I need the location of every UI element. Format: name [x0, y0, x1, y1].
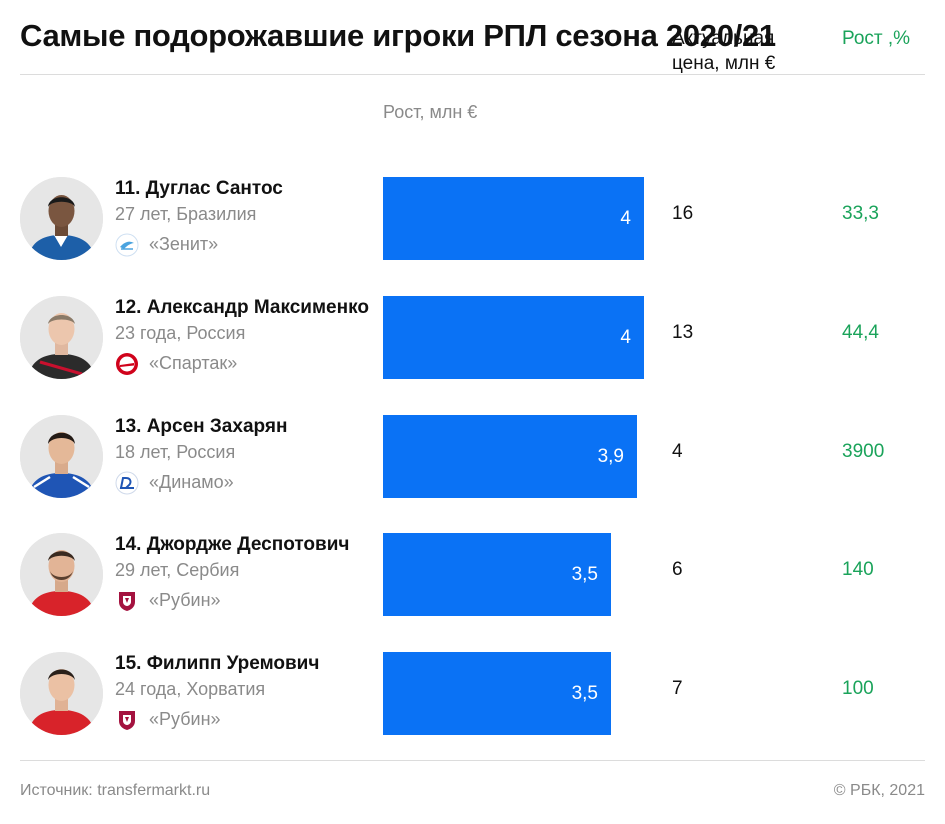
player-photo-icon: [20, 533, 103, 616]
player-row: 13. Арсен Захарян 18 лет, Россия «Динамо…: [0, 415, 945, 499]
bar-value-label: 4: [620, 327, 631, 348]
bar-value-label: 4: [620, 208, 631, 229]
player-age-country: 27 лет, Бразилия: [115, 204, 257, 224]
bar-value-label: 3,9: [597, 446, 624, 467]
current-price: 6: [672, 559, 683, 580]
club-name: «Рубин»: [149, 590, 221, 610]
top-divider: [20, 74, 925, 75]
club-name: «Динамо»: [149, 472, 234, 492]
growth-percent: 44,4: [842, 322, 879, 343]
player-name: 12. Александр Максименко: [115, 297, 369, 318]
club-name: «Зенит»: [149, 234, 219, 254]
growth-bar: [383, 415, 637, 498]
current-price: 16: [672, 203, 694, 224]
player-photo-icon: [20, 652, 103, 735]
player-row: 15. Филипп Уремович 24 года, Хорватия «Р…: [0, 652, 945, 736]
growth-bar: [383, 533, 611, 616]
club-name: «Рубин»: [149, 709, 221, 729]
bottom-divider: [20, 760, 925, 761]
current-price: 13: [672, 322, 694, 343]
player-name: 15. Филипп Уремович: [115, 653, 320, 674]
rubin-logo-icon: [115, 708, 139, 732]
bar-value-label: 3,5: [571, 683, 598, 704]
growth-bar: [383, 296, 644, 379]
copyright-note: © РБК, 2021: [833, 782, 925, 799]
player-age-country: 24 года, Хорватия: [115, 679, 266, 699]
player-age-country: 29 лет, Сербия: [115, 560, 240, 580]
bar-value-label: 3,5: [571, 564, 598, 585]
growth-percent: 3900: [842, 441, 885, 462]
dinamo-logo-icon: [115, 471, 139, 495]
column-header-growth: Рост, млн €: [383, 102, 478, 122]
player-row: 14. Джордже Деспотович 29 лет, Сербия «Р…: [0, 533, 945, 617]
current-price: 7: [672, 678, 683, 699]
player-name: 13. Арсен Захарян: [115, 416, 288, 437]
growth-bar: [383, 652, 611, 735]
player-name: 11. Дуглас Сантос: [115, 178, 283, 199]
source-note: Источник: transfermarkt.ru: [20, 782, 211, 799]
player-row: 11. Дуглас Сантос 27 лет, Бразилия «Зени…: [0, 177, 945, 261]
player-age-country: 18 лет, Россия: [115, 442, 236, 462]
column-header-price-line2: цена, млн €: [672, 53, 776, 74]
growth-percent: 100: [842, 678, 874, 699]
zenit-logo-icon: [115, 233, 139, 257]
player-age-country: 23 года, Россия: [115, 323, 246, 343]
chart-title: Самые подорожавшие игроки РПЛ сезона 202…: [20, 18, 776, 53]
growth-percent: 33,3: [842, 203, 879, 224]
current-price: 4: [672, 441, 683, 462]
column-header-price-line1: Актуальная: [672, 28, 775, 49]
player-photo-icon: [20, 415, 103, 498]
column-header-percent: Рост ,%: [842, 28, 911, 49]
player-photo-icon: [20, 177, 103, 260]
player-photo-icon: [20, 296, 103, 379]
player-name: 14. Джордже Деспотович: [115, 534, 350, 555]
growth-percent: 140: [842, 559, 874, 580]
growth-bar: [383, 177, 644, 260]
rubin-logo-icon: [115, 589, 139, 613]
club-name: «Спартак»: [149, 353, 238, 373]
player-row: 12. Александр Максименко 23 года, Россия…: [0, 296, 945, 380]
growth-bar-chart: 4 4 3,9 3,5 3,5: [383, 177, 653, 735]
spartak-logo-icon: [115, 352, 139, 376]
column-header-price: Актуальная цена, млн €: [672, 26, 812, 76]
